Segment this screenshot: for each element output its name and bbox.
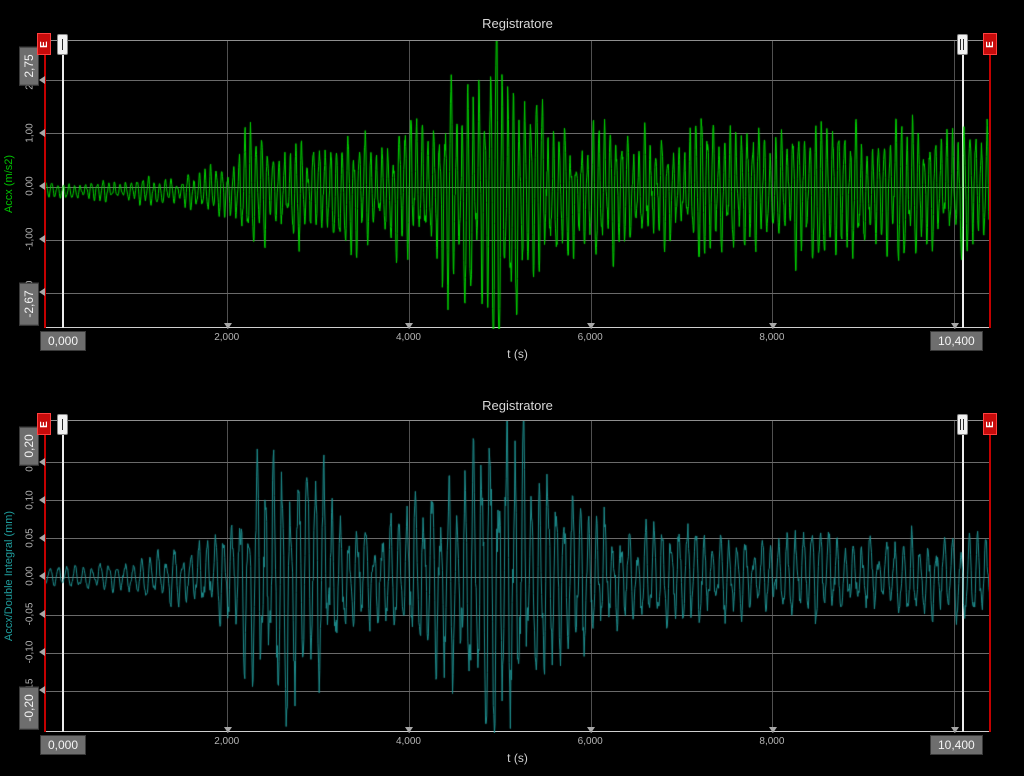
cursor-handle-mark [963,419,965,430]
x-tick-label: 6,000 [577,736,603,747]
end-marker-line[interactable] [989,40,991,328]
edge-marker-letter: E [984,40,996,48]
x-tick-label: 2,000 [214,332,240,343]
cursor-handle-mark [963,39,965,50]
y-tick-arrow [39,75,45,84]
y-min-badge[interactable]: -0,20 [19,686,39,730]
start-marker-badge[interactable]: E [37,33,51,55]
x-tick-label: 4,000 [395,736,421,747]
x-axis-label: t (s) [507,347,528,361]
end-marker-badge[interactable]: E [983,413,997,435]
cursor-handle-mark [62,419,64,430]
y-tick-arrow [39,457,45,466]
edge-marker-letter: E [38,420,50,428]
x-max-badge[interactable]: 10,400 [930,735,983,755]
y-tick-label: 0,00 [24,176,36,196]
y-tick-arrow [39,495,45,504]
y-min-badge[interactable]: -2,67 [19,282,39,326]
cursor-handle-mark [960,39,962,50]
y-axis-label: Accx (m/s2) [3,154,15,214]
cursor-handle-mark [62,39,64,50]
x-tick-label: 8,000 [759,736,785,747]
x-tick-label: 6,000 [577,332,603,343]
y-axis-label: Accx/Double Integral (mm) [3,510,15,642]
start-marker-badge[interactable]: E [37,413,51,435]
cursor-II-handle[interactable] [956,414,968,435]
chart-title: Registratore [482,16,553,31]
y-tick-arrow [39,533,45,542]
x-tick-label: 2,000 [214,736,240,747]
y-tick-label: 0,00 [24,566,36,586]
y-tick-label: -0,10 [24,640,36,664]
y-tick-label: -1,00 [24,227,36,251]
y-tick-arrow [39,235,45,244]
end-marker-line[interactable] [989,420,991,732]
edge-marker-letter: E [984,420,996,428]
x-tick-label: 4,000 [395,332,421,343]
y-max-badge[interactable]: 0,20 [19,426,39,466]
start-marker-line[interactable] [44,40,46,328]
x-axis-label: t (s) [507,751,528,765]
cursor-handle-mark [960,419,962,430]
chart-title: Registratore [482,398,553,413]
y-tick-arrow [39,572,45,580]
y-tick-arrow [39,686,45,695]
end-marker-badge[interactable]: E [983,33,997,55]
y-tick-arrow [39,610,45,619]
edge-marker-letter: E [38,40,50,48]
waveform-canvas [46,41,991,329]
y-tick-label: 1,00 [24,123,36,143]
y-max-badge[interactable]: 2,75 [19,46,39,86]
acceleration-chart-panel: Registratore Accx (m/s2) 2,75 -2,67 0,00… [0,0,1024,378]
start-marker-line[interactable] [44,420,46,732]
displacement-chart-panel: Registratore Accx/Double Integral (mm) 0… [0,378,1024,776]
y-tick-label: 0,10 [24,490,36,510]
waveform-canvas [46,421,991,733]
x-min-badge[interactable]: 0,000 [40,331,87,351]
x-tick-label: 8,000 [759,332,785,343]
x-min-badge[interactable]: 0,000 [40,735,87,755]
plot-area [45,420,991,733]
cursor-I-handle[interactable] [57,34,69,55]
y-tick-arrow [39,648,45,657]
y-tick-arrow [39,128,45,137]
cursor-II-handle[interactable] [956,34,968,55]
y-tick-label: 0,05 [24,528,36,548]
y-tick-arrow [39,182,45,191]
plot-area [45,40,991,329]
y-tick-label: -0,05 [24,602,36,626]
cursor-I-handle[interactable] [57,414,69,435]
x-max-badge[interactable]: 10,400 [930,331,983,351]
y-tick-arrow [39,288,45,297]
